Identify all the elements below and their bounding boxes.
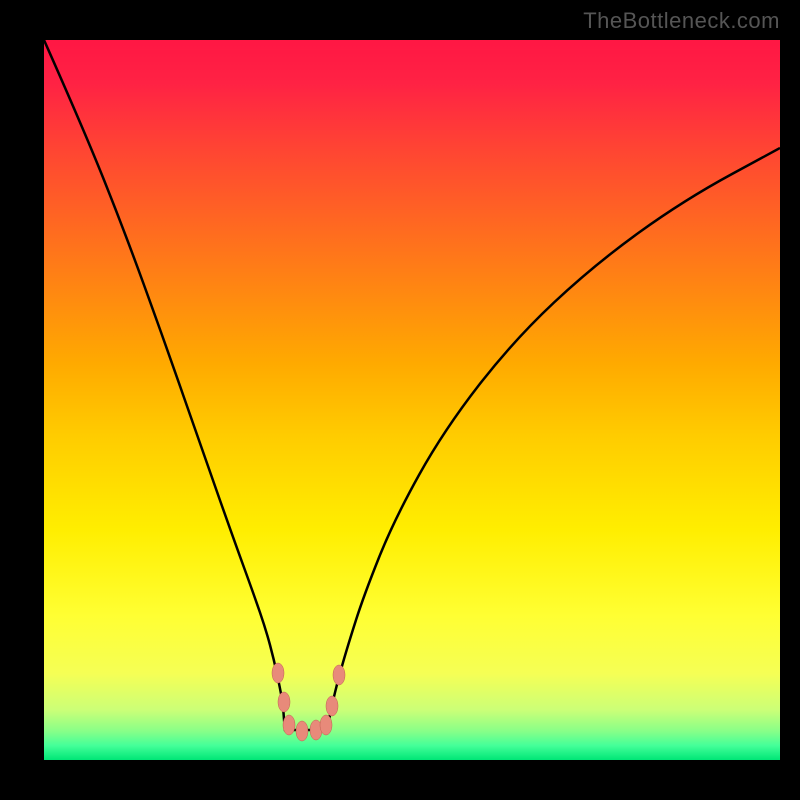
curve-marker xyxy=(320,715,332,735)
curve-marker xyxy=(296,721,308,741)
chart-container: TheBottleneck.com xyxy=(0,0,800,800)
source-label: TheBottleneck.com xyxy=(583,8,780,34)
curve-marker xyxy=(283,715,295,735)
curve-marker xyxy=(326,696,338,716)
gradient-background xyxy=(44,40,780,760)
plot-area xyxy=(44,40,780,760)
curve-marker xyxy=(278,692,290,712)
curve-marker xyxy=(272,663,284,683)
curve-marker xyxy=(333,665,345,685)
